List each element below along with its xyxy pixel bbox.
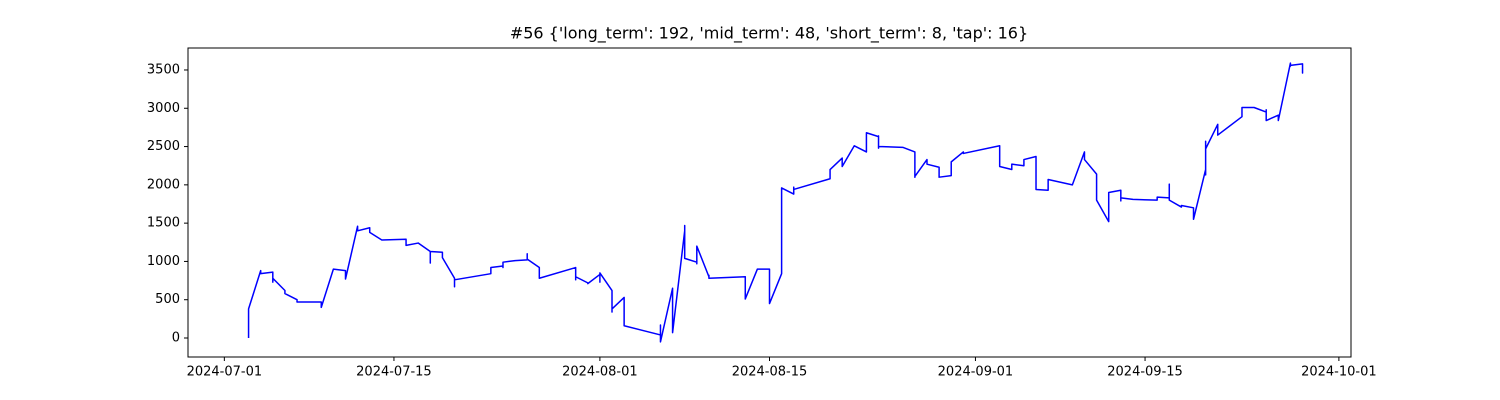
x-tick-label: 2024-09-15 <box>1107 365 1183 380</box>
x-tick-label: 2024-08-01 <box>562 365 638 380</box>
x-tick-label: 2024-07-01 <box>187 365 263 380</box>
y-tick-label: 1500 <box>147 216 180 231</box>
y-tick-label: 0 <box>172 331 180 346</box>
y-tick-label: 3500 <box>147 62 180 77</box>
x-tick-label: 2024-07-15 <box>356 365 432 380</box>
x-tick-label: 2024-09-01 <box>938 365 1014 380</box>
y-tick-label: 2500 <box>147 139 180 154</box>
y-tick-label: 3000 <box>147 101 180 116</box>
y-tick-label: 2000 <box>147 177 180 192</box>
x-tick-label: 2024-08-15 <box>732 365 808 380</box>
x-tick-label: 2024-10-01 <box>1301 365 1377 380</box>
line <box>247 62 1304 343</box>
chart-title: #56 {'long_term': 192, 'mid_term': 48, '… <box>510 24 1028 44</box>
y-tick-label: 1000 <box>147 254 180 269</box>
y-tick-label: 500 <box>155 292 180 307</box>
plot-frame <box>187 47 1352 358</box>
